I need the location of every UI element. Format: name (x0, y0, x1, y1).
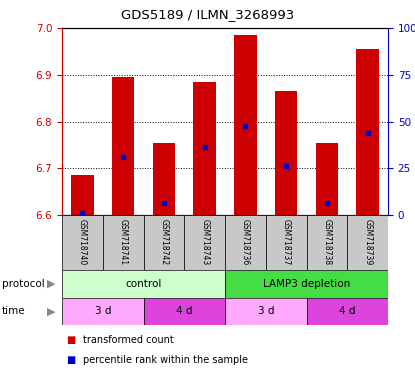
Text: GSM718743: GSM718743 (200, 219, 209, 266)
Text: ■: ■ (66, 354, 76, 364)
Bar (225, 270, 388, 298)
Bar (62, 270, 225, 298)
Bar (225, 215, 266, 270)
Bar (112, 77, 134, 215)
Bar (103, 215, 144, 270)
Bar (71, 175, 93, 215)
Text: time: time (2, 306, 26, 316)
Bar (193, 82, 216, 215)
Text: 3 d: 3 d (257, 306, 274, 316)
Bar (62, 215, 103, 270)
Bar (307, 215, 347, 270)
Bar (225, 298, 307, 325)
Text: ■: ■ (66, 335, 76, 345)
Text: GDS5189 / ILMN_3268993: GDS5189 / ILMN_3268993 (121, 8, 294, 21)
Text: 3 d: 3 d (95, 306, 111, 316)
Bar (234, 35, 256, 215)
Text: GSM718739: GSM718739 (363, 219, 372, 266)
Bar (144, 298, 225, 325)
Text: GSM718738: GSM718738 (322, 219, 331, 265)
Text: GSM718742: GSM718742 (159, 219, 168, 265)
Text: LAMP3 depletion: LAMP3 depletion (263, 279, 350, 289)
Bar (184, 215, 225, 270)
Bar (356, 49, 379, 215)
Text: percentile rank within the sample: percentile rank within the sample (83, 354, 248, 364)
Bar (62, 298, 144, 325)
Text: GSM718740: GSM718740 (78, 219, 87, 266)
Text: transformed count: transformed count (83, 335, 173, 345)
Bar (307, 298, 388, 325)
Bar (266, 215, 307, 270)
Text: ▶: ▶ (47, 306, 56, 316)
Text: GSM718736: GSM718736 (241, 219, 250, 266)
Text: protocol: protocol (2, 279, 45, 289)
Text: control: control (125, 279, 162, 289)
Text: GSM718741: GSM718741 (119, 219, 128, 265)
Bar (316, 142, 338, 215)
Text: GSM718737: GSM718737 (282, 219, 290, 266)
Text: ▶: ▶ (47, 279, 56, 289)
Bar (144, 215, 184, 270)
Bar (153, 142, 175, 215)
Text: 4 d: 4 d (339, 306, 356, 316)
Text: 4 d: 4 d (176, 306, 193, 316)
Bar (275, 91, 297, 215)
Bar (347, 215, 388, 270)
